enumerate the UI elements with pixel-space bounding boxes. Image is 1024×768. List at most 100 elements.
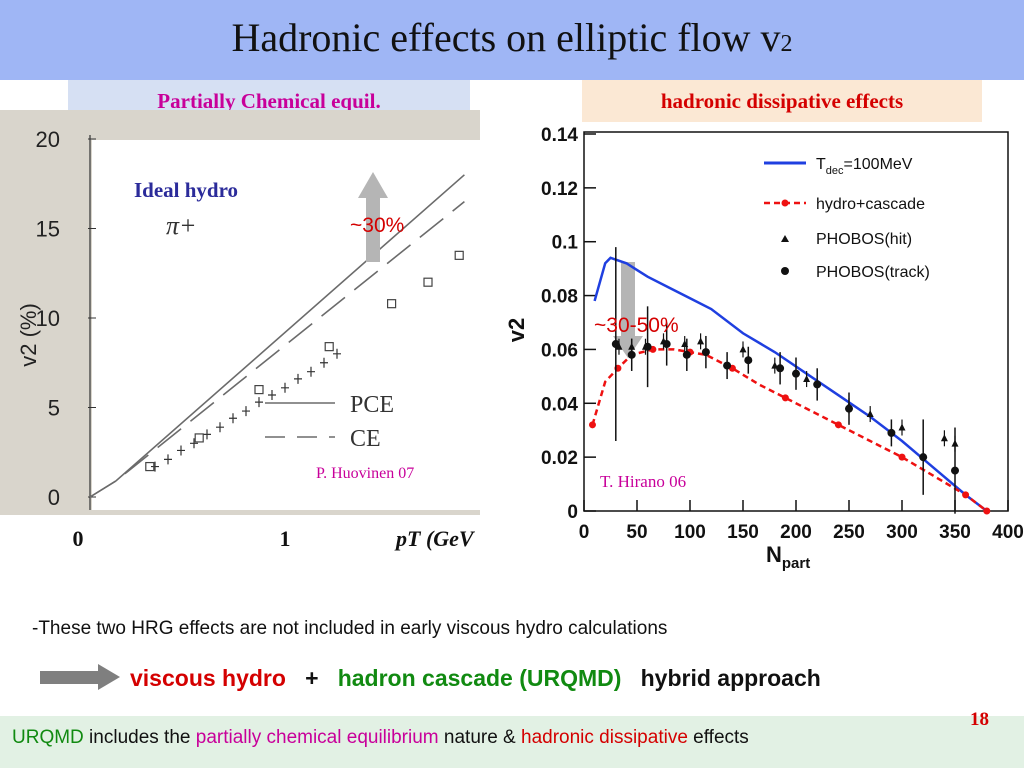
right-x-tick-label: 0 bbox=[579, 522, 590, 543]
slide-title: Hadronic effects on elliptic flow v2 bbox=[0, 14, 1024, 61]
right-y-axis-label: v2 bbox=[504, 318, 529, 342]
left-y-tick-label: 0 bbox=[48, 485, 60, 510]
left-credit: P. Huovinen 07 bbox=[316, 465, 414, 482]
left-cross-point bbox=[255, 397, 263, 408]
up-arrow-icon bbox=[358, 172, 388, 198]
left-y-tick-label: 5 bbox=[48, 396, 60, 421]
left-square-point bbox=[324, 342, 334, 352]
hybrid-approach-line: viscous hydro + hadron cascade (URQMD) h… bbox=[130, 665, 821, 692]
right-x-tick-label: 200 bbox=[780, 522, 812, 543]
summary-text-3: effects bbox=[687, 727, 749, 748]
right-cascade-point bbox=[781, 394, 789, 402]
right-legend-track-marker bbox=[781, 267, 789, 275]
right-x-tick-label: 350 bbox=[939, 522, 971, 543]
left-legend-ce-label: CE bbox=[350, 426, 381, 452]
right-cascade-point bbox=[962, 491, 970, 499]
right-cascade-point bbox=[898, 453, 906, 461]
right-legend-track-label: PHOBOS(track) bbox=[816, 264, 930, 281]
left-cross-point bbox=[177, 445, 185, 456]
left-series-line-ce bbox=[89, 201, 465, 498]
right-down-arrow-shaft bbox=[621, 262, 635, 338]
right-y-tick-label: 0.14 bbox=[541, 125, 578, 146]
right-hit-point bbox=[898, 423, 906, 431]
left-cross-point bbox=[242, 406, 250, 417]
right-y-tick-label: 0.12 bbox=[541, 179, 578, 200]
partially-chemical-text: partially chemical equilibrium bbox=[195, 727, 439, 748]
left-cross-point bbox=[216, 422, 224, 433]
right-credit: T. Hirano 06 bbox=[600, 472, 686, 491]
right-track-point bbox=[845, 404, 853, 413]
down-arrow-icon bbox=[613, 336, 643, 358]
right-y-tick-label: 0.02 bbox=[541, 448, 578, 469]
right-track-point bbox=[682, 350, 691, 359]
right-y-tick-label: 0.04 bbox=[541, 394, 578, 415]
right-cascade-point bbox=[588, 421, 596, 429]
right-x-tick-label: 250 bbox=[833, 522, 865, 543]
left-up-arrow-shaft bbox=[366, 198, 380, 262]
right-hit-point bbox=[697, 337, 705, 345]
right-legend-hit-marker bbox=[781, 235, 789, 242]
slide-title-text: Hadronic effects on elliptic flow v bbox=[231, 15, 781, 60]
left-cross-point bbox=[203, 429, 211, 440]
bottom-bar bbox=[0, 716, 1024, 768]
hadron-cascade-text: hadron cascade (URQMD) bbox=[337, 665, 622, 691]
left-chart-title: Ideal hydro bbox=[134, 178, 238, 202]
right-track-point bbox=[813, 380, 822, 389]
left-square-point bbox=[194, 433, 204, 443]
hybrid-approach-text: hybrid approach bbox=[640, 665, 821, 691]
left-cross-point bbox=[294, 373, 302, 384]
left-y-tick-label: 20 bbox=[36, 127, 60, 152]
right-cascade-point bbox=[983, 507, 991, 515]
left-cross-point bbox=[320, 357, 328, 368]
right-legend-hit-label: PHOBOS(hit) bbox=[816, 231, 912, 248]
page-number: 18 bbox=[970, 709, 989, 730]
right-x-axis-label: Npart bbox=[766, 542, 810, 572]
right-track-point bbox=[723, 361, 732, 370]
left-cross-point bbox=[268, 389, 276, 400]
left-y-tick-label: 15 bbox=[36, 217, 60, 242]
right-track-point bbox=[792, 369, 800, 378]
summary-text-1: includes the bbox=[83, 727, 196, 748]
right-hit-point bbox=[739, 345, 747, 353]
left-cross-point bbox=[333, 348, 341, 359]
left-y-tick-label: 10 bbox=[36, 306, 60, 331]
right-x-tick-label: 150 bbox=[727, 522, 759, 543]
left-annotation: ~30% bbox=[350, 214, 404, 237]
right-y-tick-label: 0.1 bbox=[552, 233, 579, 254]
left-x-tick-label: 0 bbox=[73, 526, 84, 551]
left-cross-point bbox=[229, 413, 237, 424]
left-particle-label: π+ bbox=[166, 211, 197, 240]
right-hit-point bbox=[940, 434, 948, 442]
left-square-point bbox=[145, 461, 155, 472]
left-cross-point bbox=[151, 461, 159, 472]
right-x-tick-label: 100 bbox=[674, 522, 706, 543]
right-series-cascade-line bbox=[591, 348, 988, 512]
right-track-point bbox=[776, 364, 785, 373]
plus-sign: + bbox=[305, 665, 319, 691]
left-square-point bbox=[423, 277, 433, 287]
title-bar bbox=[0, 0, 1024, 80]
right-y-tick-label: 0.06 bbox=[541, 340, 578, 361]
right-hit-point bbox=[866, 410, 874, 418]
right-track-point bbox=[701, 348, 710, 357]
right-y-tick-label: 0.08 bbox=[541, 287, 578, 308]
right-cascade-point bbox=[834, 421, 842, 429]
right-track-point bbox=[643, 342, 652, 351]
hadronic-dissipative-text: hadronic dissipative bbox=[521, 727, 688, 748]
right-track-point bbox=[951, 466, 959, 475]
left-cross-point bbox=[164, 454, 172, 465]
viscous-hydro-text: viscous hydro bbox=[130, 665, 286, 691]
right-annotation: ~30-50% bbox=[594, 314, 679, 337]
right-plot-frame bbox=[583, 131, 1009, 512]
left-square-point bbox=[454, 250, 464, 260]
right-track-point bbox=[662, 340, 671, 349]
right-track-point bbox=[627, 350, 636, 359]
right-x-tick-label: 50 bbox=[626, 522, 647, 543]
right-y-tick-label: 0 bbox=[567, 502, 578, 523]
right-legend-cascade-marker bbox=[781, 199, 789, 207]
slide-title-subscript: 2 bbox=[780, 31, 793, 57]
left-legend-pce-label: PCE bbox=[350, 392, 394, 418]
urqmd-text: URQMD bbox=[12, 727, 84, 748]
